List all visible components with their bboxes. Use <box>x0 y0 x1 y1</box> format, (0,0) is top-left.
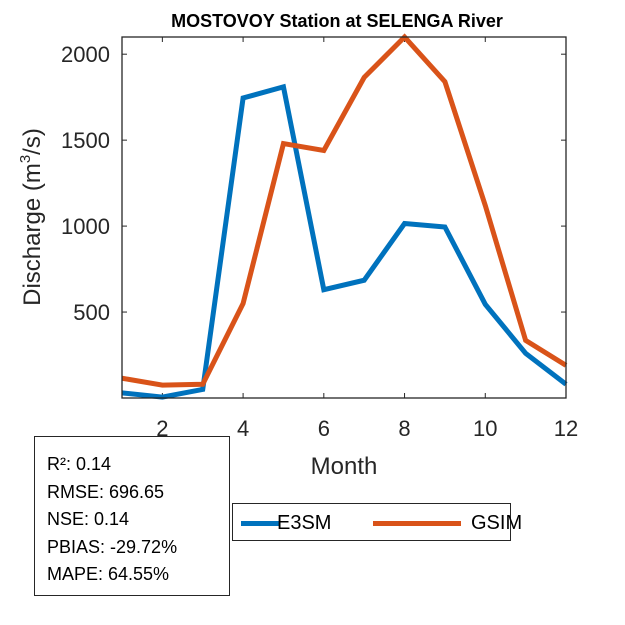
y-tick-label-1000: 1000 <box>61 214 110 239</box>
legend-swatch-gsim <box>373 521 461 526</box>
plot-area <box>121 36 567 399</box>
stat-nse: NSE: 0.14 <box>47 509 130 529</box>
x-tick-label-4: 4 <box>237 416 249 441</box>
stat-rmse: RMSE: 696.65 <box>47 481 165 502</box>
stat-r2: R²: 0.14 <box>47 454 112 474</box>
stats-box: R²: 0.14 RMSE: 696.65 NSE: 0.14 PBIAS: -… <box>34 436 230 596</box>
legend: E3SM GSIM <box>232 503 522 541</box>
legend-swatch-e3sm <box>241 521 279 526</box>
y-tick-label-500: 500 <box>73 300 110 325</box>
x-tick-label-10: 10 <box>473 416 497 441</box>
legend-label-gsim: GSIM <box>471 512 523 534</box>
y-tick-label-1500: 1500 <box>61 128 110 153</box>
series-line-e3sm <box>121 83 568 400</box>
stat-pbias: PBIAS: -29.72% <box>47 536 178 557</box>
x-axis-label: Month <box>311 453 378 480</box>
y-axis-label: Discharge (m3/s) <box>17 128 46 306</box>
x-tick-label-6: 6 <box>318 416 330 441</box>
x-tick-label-12: 12 <box>554 416 578 441</box>
stat-mape: MAPE: 64.55% <box>47 564 170 584</box>
chart-title: MOSTOVOY Station at SELENGA River <box>171 11 503 31</box>
series-line-gsim <box>121 33 568 388</box>
y-tick-label-2000: 2000 <box>61 42 110 67</box>
x-tick-label-2: 2 <box>156 416 168 441</box>
x-tick-label-8: 8 <box>398 416 410 441</box>
legend-label-e3sm: E3SM <box>277 512 332 534</box>
